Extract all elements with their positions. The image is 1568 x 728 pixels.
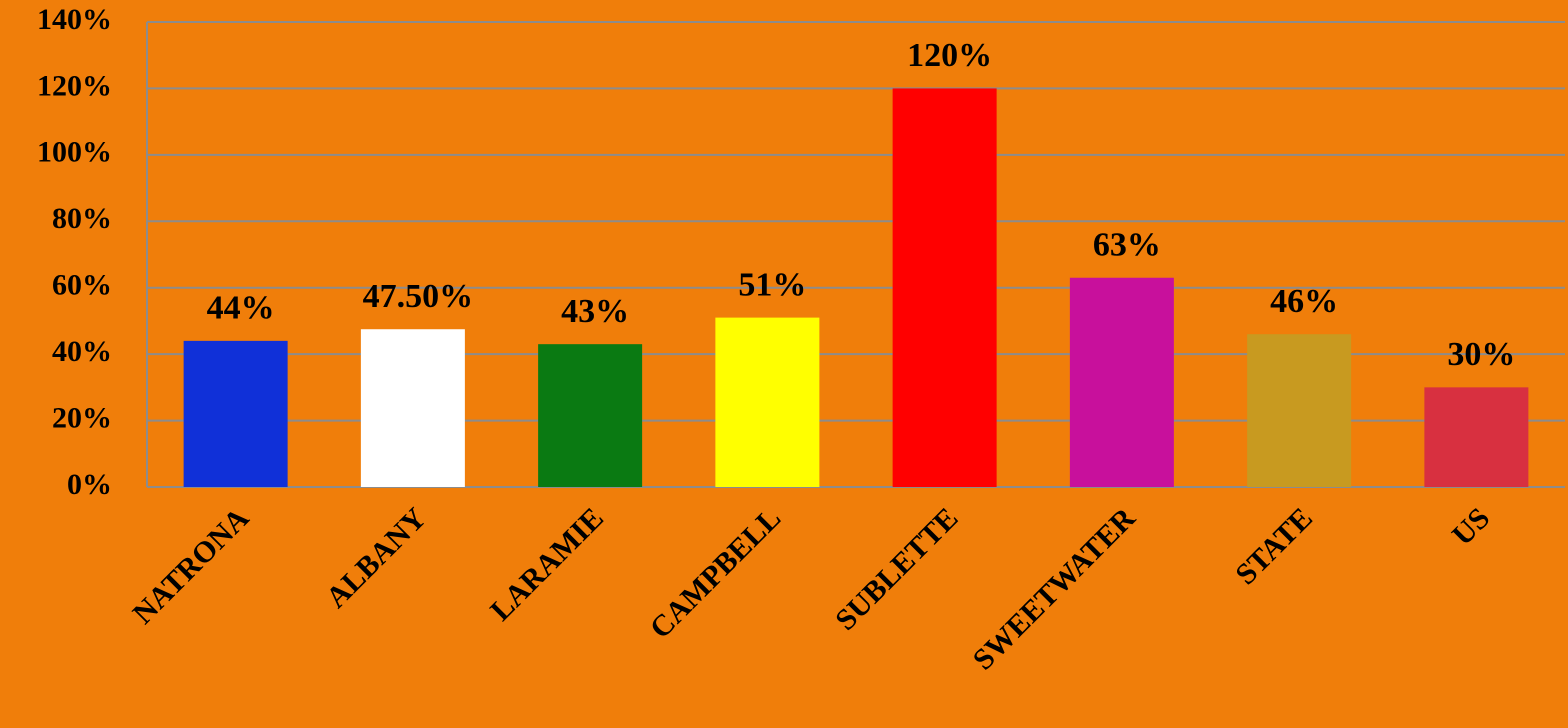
bar xyxy=(538,344,643,487)
value-label: 30% xyxy=(1447,336,1515,373)
value-label: 120% xyxy=(907,37,992,74)
value-label: 63% xyxy=(1093,227,1161,264)
y-tick-label: 20% xyxy=(52,401,112,434)
bar xyxy=(1069,277,1174,487)
bar xyxy=(360,329,465,487)
value-label: 51% xyxy=(738,266,806,303)
value-label: 46% xyxy=(1270,283,1338,320)
bar xyxy=(892,88,997,487)
bar xyxy=(183,340,288,487)
y-tick-label: 80% xyxy=(52,202,112,235)
y-tick-label: 120% xyxy=(37,69,112,102)
y-tick-label: 40% xyxy=(52,335,112,368)
value-label: 44% xyxy=(207,290,275,327)
y-tick-label: 60% xyxy=(52,269,112,302)
y-tick-label: 100% xyxy=(37,136,112,169)
bar xyxy=(715,317,820,487)
y-tick-label: 140% xyxy=(37,3,112,36)
value-label: 43% xyxy=(561,293,629,330)
y-tick-label: 0% xyxy=(67,468,112,501)
bar xyxy=(1247,334,1352,487)
value-label: 47.50% xyxy=(363,278,474,315)
bar xyxy=(1424,387,1529,487)
